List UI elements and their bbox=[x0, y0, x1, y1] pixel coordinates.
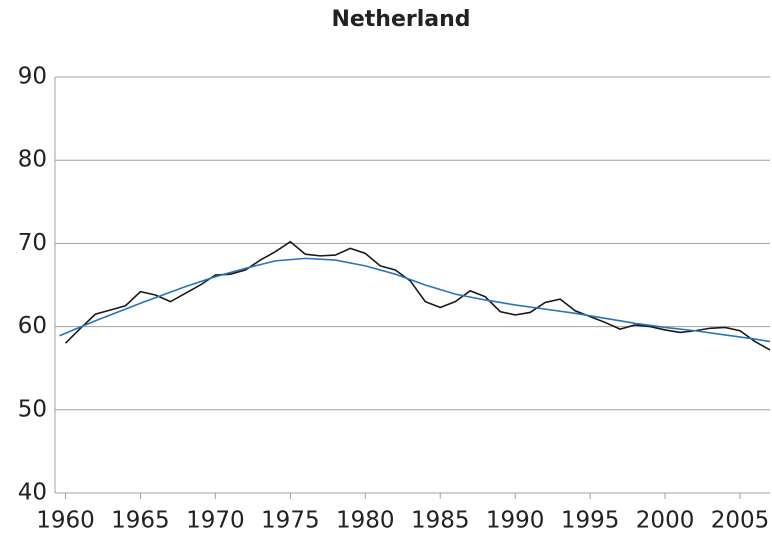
x-tick-label: 2000 bbox=[636, 508, 695, 534]
y-tick-label: 50 bbox=[18, 396, 47, 422]
y-tick-label: 80 bbox=[18, 147, 47, 173]
x-tick-label: 1970 bbox=[186, 508, 245, 534]
y-tick-label: 40 bbox=[18, 480, 47, 506]
series-line bbox=[59, 257, 771, 343]
y-tick-label: 70 bbox=[18, 230, 47, 256]
x-tick-label: 1960 bbox=[36, 508, 95, 534]
chart-title: Netherland bbox=[331, 7, 470, 32]
y-tick-label: 60 bbox=[18, 313, 47, 339]
x-tick-label: 1985 bbox=[411, 508, 470, 534]
series-line bbox=[64, 240, 771, 351]
x-tick-label: 2005 bbox=[711, 508, 770, 534]
x-tick-label: 1965 bbox=[111, 508, 170, 534]
x-tick-label: 1975 bbox=[261, 508, 320, 534]
y-tick-label: 90 bbox=[18, 64, 47, 90]
x-tick-label: 1995 bbox=[561, 508, 620, 534]
x-tick-label: 1990 bbox=[486, 508, 545, 534]
x-tick-label: 1980 bbox=[336, 508, 395, 534]
